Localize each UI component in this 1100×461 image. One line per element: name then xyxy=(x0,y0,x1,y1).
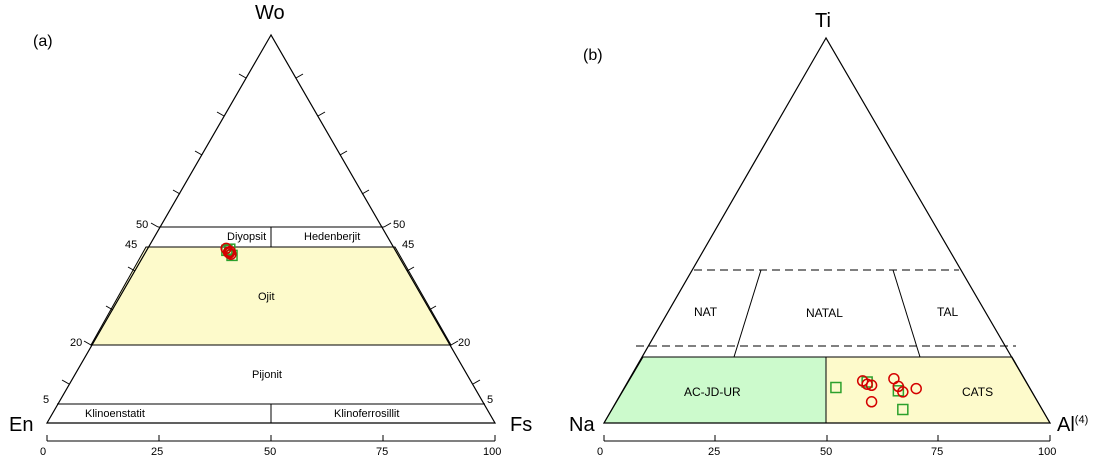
tick-left-20: 20 xyxy=(70,337,82,349)
axis-a-25: 25 xyxy=(151,446,163,458)
tick-right-5: 5 xyxy=(487,394,493,406)
bottom-ticks-b xyxy=(603,435,1051,441)
field-natal: NATAL xyxy=(806,306,843,320)
apex-al-base: Al xyxy=(1057,414,1075,436)
axis-a-50: 50 xyxy=(264,446,276,458)
tick-left-45: 45 xyxy=(125,239,137,251)
axis-b-0: 0 xyxy=(597,446,603,458)
tick-right-50: 50 xyxy=(393,219,405,231)
axis-b-50: 50 xyxy=(820,446,832,458)
tick-left-5: 5 xyxy=(43,394,49,406)
divider-natal-tal xyxy=(892,269,921,358)
divider-nat-natal xyxy=(733,269,762,358)
axis-a-75: 75 xyxy=(376,446,388,458)
data-point-b-square-3 xyxy=(897,403,909,416)
field-nat: NAT xyxy=(694,305,718,319)
apex-en: En xyxy=(9,414,33,436)
tick-right-45: 45 xyxy=(402,239,414,251)
field-tal: TAL xyxy=(937,305,958,319)
axis-a-100: 100 xyxy=(483,446,501,458)
data-point-a-circle-4 xyxy=(223,247,236,259)
tick-right-20: 20 xyxy=(458,337,470,349)
apex-ti: Ti xyxy=(815,10,831,32)
points-b xyxy=(830,372,922,416)
field-pijonit: Pijonit xyxy=(252,369,282,381)
axis-a-0: 0 xyxy=(40,446,46,458)
triangle-b xyxy=(602,36,1052,424)
panel-b-label: (b) xyxy=(583,47,603,64)
panel-a-label: (a) xyxy=(33,33,53,50)
data-point-b-square-0 xyxy=(830,381,842,394)
bottom-ticks-a xyxy=(46,435,496,441)
apex-wo: Wo xyxy=(255,2,285,24)
data-point-b-circle-6 xyxy=(910,382,922,395)
panel-a: (a) xyxy=(9,2,532,458)
data-point-b-circle-2 xyxy=(865,379,878,392)
field-ojit: Ojit xyxy=(258,291,275,303)
axis-b-100: 100 xyxy=(1038,446,1056,458)
data-point-b-square-2 xyxy=(892,385,905,397)
field-klinoenstatit: Klinoenstatit xyxy=(85,408,145,420)
field-cats: CATS xyxy=(962,385,993,399)
panel-b: (b) NAT NATAL TAL AC-JD-UR CATS Ti Na Al… xyxy=(569,10,1088,458)
apex-al: Al(4) xyxy=(1057,414,1088,436)
cats-field xyxy=(825,356,1051,424)
field-diyopsit: Diyopsit xyxy=(227,231,266,243)
ticks-a xyxy=(61,73,481,385)
tick-left-50: 50 xyxy=(136,219,148,231)
triangle-a xyxy=(45,33,497,424)
data-point-b-circle-5 xyxy=(897,386,909,398)
axis-b-25: 25 xyxy=(708,446,720,458)
apex-fs: Fs xyxy=(510,414,532,436)
axis-b-75: 75 xyxy=(931,446,943,458)
data-point-b-circle-1 xyxy=(861,378,873,390)
points-a xyxy=(220,242,238,262)
apex-al-superscript: (4) xyxy=(1075,414,1088,426)
field-klinoferrosillit: Klinoferrosillit xyxy=(334,408,399,420)
field-ac-jd-ur: AC-JD-UR xyxy=(684,385,741,399)
field-hedenberjit: Hedenberjit xyxy=(304,231,360,243)
apex-na: Na xyxy=(569,414,595,436)
data-point-b-circle-7 xyxy=(865,396,878,408)
